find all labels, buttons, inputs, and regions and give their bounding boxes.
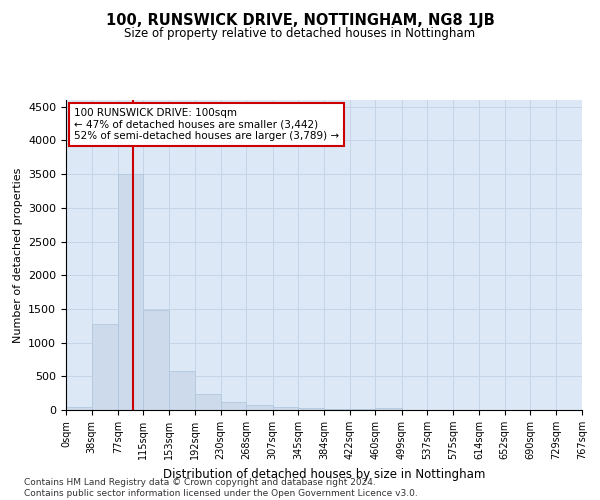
Bar bbox=[246, 404, 272, 410]
Text: 100, RUNSWICK DRIVE, NOTTINGHAM, NG8 1JB: 100, RUNSWICK DRIVE, NOTTINGHAM, NG8 1JB bbox=[106, 12, 494, 28]
Text: Size of property relative to detached houses in Nottingham: Size of property relative to detached ho… bbox=[124, 28, 476, 40]
Bar bbox=[92, 324, 118, 410]
Bar bbox=[376, 408, 402, 410]
Text: 100 RUNSWICK DRIVE: 100sqm
← 47% of detached houses are smaller (3,442)
52% of s: 100 RUNSWICK DRIVE: 100sqm ← 47% of deta… bbox=[74, 108, 339, 141]
Y-axis label: Number of detached properties: Number of detached properties bbox=[13, 168, 23, 342]
Bar bbox=[221, 402, 246, 410]
Bar bbox=[143, 310, 169, 410]
Bar bbox=[325, 408, 350, 410]
X-axis label: Distribution of detached houses by size in Nottingham: Distribution of detached houses by size … bbox=[163, 468, 485, 480]
Bar bbox=[298, 408, 325, 410]
Bar bbox=[272, 406, 298, 410]
Bar bbox=[195, 394, 221, 410]
Bar bbox=[118, 174, 143, 410]
Bar bbox=[169, 371, 195, 410]
Bar bbox=[66, 406, 92, 410]
Text: Contains HM Land Registry data © Crown copyright and database right 2024.
Contai: Contains HM Land Registry data © Crown c… bbox=[24, 478, 418, 498]
